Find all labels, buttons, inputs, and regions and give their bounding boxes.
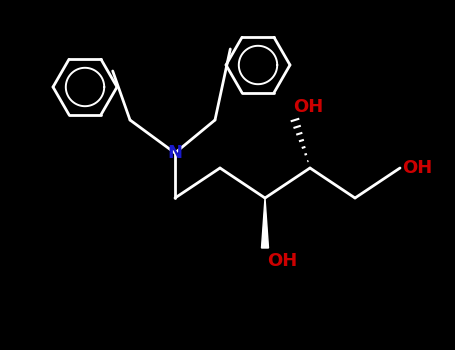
Text: OH: OH (402, 159, 432, 177)
Text: OH: OH (267, 252, 297, 270)
Polygon shape (262, 198, 268, 248)
Text: OH: OH (293, 98, 323, 116)
Text: N: N (167, 144, 182, 162)
